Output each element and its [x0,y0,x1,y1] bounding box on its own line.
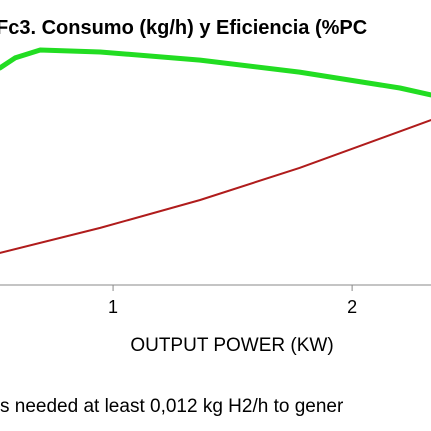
x-tick-label: 2 [347,297,357,317]
x-tick-label: 1 [108,297,118,317]
caption: s needed at least 0,012 kg H2/h to gener [0,396,344,417]
chart-title: Fc3. Consumo (kg/h) y Eficiencia (%PC [0,17,367,39]
data-line [0,119,431,254]
x-axis-label: OUTPUT POWER (KW) [130,335,333,356]
data-line [0,47,431,98]
